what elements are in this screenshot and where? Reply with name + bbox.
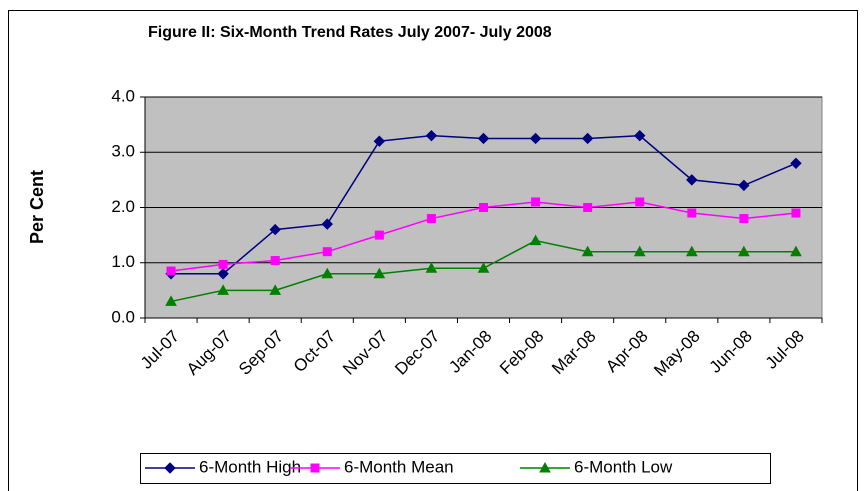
point-marker: [529, 234, 542, 246]
point-marker: [426, 214, 436, 224]
point-marker: [790, 157, 802, 170]
point-marker: [479, 203, 488, 212]
point-marker: [165, 295, 177, 306]
point-marker: [269, 284, 282, 295]
point-marker: [581, 132, 594, 145]
legend-box: [140, 453, 771, 484]
point-marker: [217, 268, 229, 280]
chart-title: Figure II: Six-Month Trend Rates July 20…: [148, 24, 552, 41]
point-marker: [791, 208, 801, 218]
point-marker: [373, 135, 386, 147]
legend-marker: [164, 462, 176, 474]
point-marker: [685, 245, 698, 257]
point-marker: [425, 262, 438, 273]
point-marker: [166, 266, 176, 276]
y-tick-label: 2.0: [111, 197, 135, 216]
point-marker: [633, 245, 646, 257]
point-marker: [270, 256, 280, 266]
point-marker: [477, 262, 490, 273]
legend-marker: [310, 463, 320, 473]
point-marker: [738, 245, 750, 257]
y-tick-label: 3.0: [111, 142, 135, 161]
point-marker: [321, 267, 334, 279]
point-marker: [373, 267, 386, 279]
point-marker: [686, 174, 698, 186]
point-marker: [635, 197, 645, 207]
legend-label: 6-Month Mean: [344, 457, 454, 476]
point-marker: [425, 129, 438, 142]
y-tick-label: 0.0: [111, 307, 135, 326]
point-marker: [217, 284, 229, 295]
point-marker: [739, 214, 749, 224]
point-marker: [583, 203, 593, 212]
point-marker: [322, 247, 332, 257]
point-marker: [374, 230, 384, 240]
point-marker: [581, 245, 594, 257]
y-axis-label: Per Cent: [27, 170, 47, 244]
point-marker: [321, 218, 333, 230]
point-marker: [790, 245, 802, 257]
legend-label: 6-Month Low: [574, 457, 673, 476]
y-tick-label: 1.0: [111, 252, 135, 271]
point-marker: [738, 179, 750, 192]
point-marker: [218, 259, 228, 269]
point-marker: [634, 129, 646, 142]
point-marker: [529, 132, 542, 145]
legend-marker: [539, 461, 551, 473]
point-marker: [477, 132, 490, 145]
y-tick-label: 4.0: [111, 86, 135, 105]
point-marker: [687, 208, 697, 218]
point-marker: [269, 223, 281, 236]
point-marker: [531, 197, 541, 207]
legend-label: 6-Month High: [199, 457, 301, 476]
